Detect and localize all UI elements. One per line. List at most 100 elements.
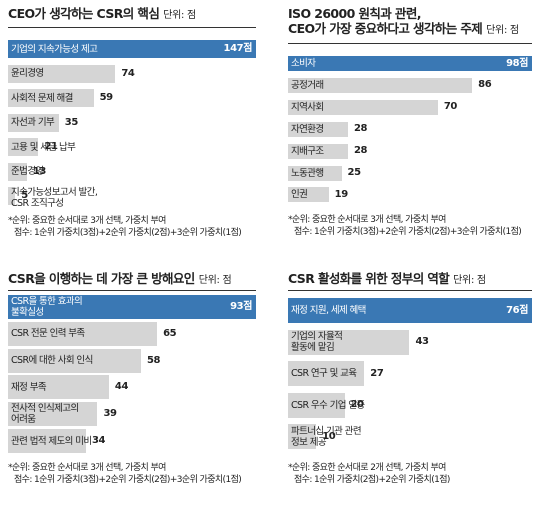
bar [8,321,158,346]
bar-value-label: 59 [99,92,114,103]
bar [288,77,473,93]
bar [8,402,98,427]
bar [8,89,94,107]
bar-label-line: CSR 우수 기업 인증 [291,399,365,411]
bar-label: 전사적 인식제고의 어려움 [11,403,79,425]
chart-title: CEO가 생각하는 CSR의 핵심 단위: 점 [8,6,196,23]
bar-row: 인권 19 [288,187,532,203]
chart-note-line: *순위: 중요한 순서대로 3개 선택, 가중치 부여 [8,216,166,226]
chart-note: *순위: 중요한 순서대로 3개 선택, 가중치 부여 점수: 1순위 가중치(3… [288,214,522,238]
bar-label-line: 파트너십 기관 관련 [291,425,362,437]
bar-label: 자선과 기부 [11,117,55,128]
bar-row: 지역사회 70 [288,99,532,115]
bar-value-label: 70 [443,101,458,113]
bar-row: CSR 연구 및 교육 27 [288,361,532,386]
bar-value-label: 10 [322,430,336,442]
bar-value-label: 44 [114,381,129,393]
bar-value-label: 27 [370,367,384,379]
bar-label: 파트너십 기관 관련 정보 제공 [291,425,362,448]
bar-label: 준법경영 [11,166,44,177]
bar-label: 지속가능성보고서 발간, CSR 조직구성 [11,187,98,209]
title-rule [288,290,532,291]
bar-label: 지배구조 [291,146,324,157]
bar-value-label: 28 [353,145,368,157]
chart-title: CSR을 이행하는 데 가장 큰 방해요인 단위: 점 [8,271,232,288]
bar [288,143,348,159]
bar-row: CSR을 통한 효과의 불확실성 93점 [8,295,256,319]
chart-note-line: *순위: 중요한 순서대로 2개 선택, 가중치 부여 [288,463,446,473]
bar-value-label: 74 [121,67,135,79]
bar-value-label: 76점 [506,304,528,316]
bar-label: CSR을 통한 효과의 불확실성 [11,296,83,318]
bar-row: 자선과 기부 35 [8,113,256,132]
chart-unit: 단위: 점 [198,275,232,286]
bar-value-label: 39 [103,408,117,420]
chart-panel-csr-obstacles: CSR을 이행하는 데 가장 큰 방해요인 단위: 점 CSR을 통한 효과의 불확실… [8,271,256,511]
bar-row: 기업의 지속가능성 제고 147점 [8,40,256,58]
chart-title: ISO 26000 원칙과 관련, CEO가 가장 중요하다고 생각하는 주제 단위… [288,6,519,38]
chart-title-line: ISO 26000 원칙과 관련, [288,6,421,21]
bar-row: 기업의 자율적 활동에 맡김 43 [288,329,532,355]
bar-label: 공정거래 [291,80,324,91]
bar-label-line: 정보 제공 [291,436,327,448]
bar-label: 기업의 자율적 활동에 맡김 [291,331,343,353]
bar-value-label: 5 [21,190,28,201]
bar-row: CSR에 대한 사회 인식 58 [8,348,256,373]
chart-unit: 단위: 점 [163,10,196,21]
bar-label-line: 지배구조 [291,145,324,157]
bar-value-label: 98점 [506,57,528,69]
bar-row: CSR 우수 기업 인증 20 [288,392,532,418]
bar-value-label: 19 [334,188,349,200]
bar [288,392,345,418]
bar-label: 지역사회 [291,102,324,113]
chart-note: *순위: 중요한 순서대로 3개 선택, 가중치 부여 점수: 1순위 가중치(3… [8,215,242,239]
bar-label-line: 소비자 [291,58,316,69]
bar [288,298,532,323]
bar-row: 윤리경영 74 [8,64,256,83]
bar-label: 고용 및 세금 납부 [11,142,76,153]
bar-label: CSR 전문 인력 부족 [11,328,85,339]
chart-note-line: 점수: 1순위 가중치(2점)+2순위 가중치(1점) [294,475,450,485]
bar-label-line: 사회적 문제 해결 [11,92,73,104]
chart-title-line: CSR 활성화를 위한 정부의 역할 [288,271,450,286]
bar-label-line: CSR 연구 및 교육 [291,368,357,379]
bar-row: 소비자 98점 [288,56,532,71]
title-rule [8,27,256,28]
bar-label-line: CSR 조직구성 [11,198,64,209]
bar-row: CSR 전문 인력 부족 65 [8,321,256,346]
bar-label-line: 지역사회 [291,101,324,113]
bar-label-line: 재정 지원, 세제 혜택 [291,305,366,316]
bar-label-line: 관련 법적 제도의 미비 [11,435,92,447]
bar-value-label: 25 [347,167,362,178]
bar [8,40,256,58]
bar-value-label: 21 [44,141,58,152]
bar [288,121,348,137]
bar-row: 지배구조 28 [288,143,532,159]
bar [288,187,329,203]
chart-title-line: CEO가 가장 중요하다고 생각하는 주제 [288,21,483,36]
bar-value-label: 86 [478,79,492,91]
bar-label-line: 준법경영 [11,166,44,177]
bar-label-line: 윤리경영 [11,68,44,79]
bar-label-line: CSR을 통한 효과의 [11,296,83,307]
bar [8,375,109,400]
bar-value-label: 147점 [223,43,253,54]
bar-value-label: 35 [64,116,79,128]
bar-label-line: 자연환경 [291,123,324,135]
chart-title-line: CEO가 생각하는 CSR의 핵심 [8,6,160,21]
bar-row: 지속가능성보고서 발간, CSR 조직구성 5 [8,187,256,209]
bar [8,187,16,205]
bar [8,138,39,156]
chart-title: CSR 활성화를 위한 정부의 역할 단위: 점 [288,271,486,288]
bar-row: 공정거래 86 [288,77,532,93]
bar-label-line: 기업의 지속가능성 제고 [11,43,98,55]
bar-label-line: 재정 부족 [11,381,47,393]
bar-label: 재정 지원, 세제 혜택 [291,305,366,316]
chart-note-line: *순위: 중요한 순서대로 3개 선택, 가중치 부여 [8,463,166,473]
bar-label-line: 노동관행 [291,167,324,179]
title-rule [288,43,532,44]
bar-label: 자연환경 [291,124,324,135]
bar-value-label: 34 [91,435,106,446]
